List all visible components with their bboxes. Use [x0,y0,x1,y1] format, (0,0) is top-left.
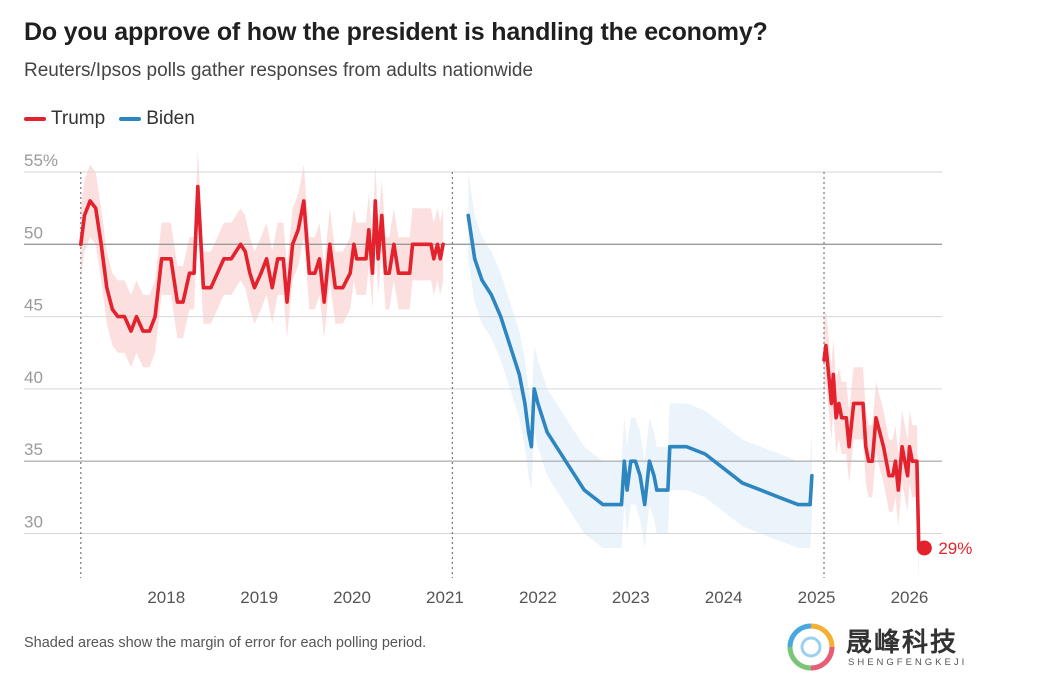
chart-subtitle: Reuters/Ipsos polls gather responses fro… [24,60,534,81]
series-line-biden-1 [466,213,814,507]
legend-swatch-trump [24,117,46,121]
x-tick-label-2023: 2023 [612,588,650,607]
y-tick-label-50: 50 [24,223,43,242]
series-band-biden-1 [468,172,812,548]
y-tick-label-30: 30 [24,513,43,532]
watermark-en: SHENGFENGKEJI [848,657,968,668]
latest-value-dot [916,540,932,556]
chart-title: Do you approve of how the president is h… [24,18,768,46]
y-tick-label-45: 45 [24,296,43,315]
x-tick-label-2026: 2026 [891,588,929,607]
y-tick-label-55: 55% [24,151,58,170]
x-tick-label-2022: 2022 [519,588,557,607]
series-band-trump-0 [80,150,444,368]
watermark-cn: 晟峰科技 [846,628,959,658]
legend-item-biden: Biden [119,108,195,130]
series-line-trump-2 [822,343,921,550]
watermark: 晟峰科技 SHENGFENGKEJI [786,620,986,672]
series-band-trump-2 [824,309,919,585]
series-line-trump-0 [79,184,445,333]
y-tick-label-40: 40 [24,368,43,387]
x-tick-label-2025: 2025 [798,588,836,607]
x-tick-label-2018: 2018 [147,588,185,607]
legend-item-trump: Trump [24,108,105,130]
y-tick-label-35: 35 [24,440,43,459]
x-tick-label-2021: 2021 [426,588,464,607]
legend: Trump Biden [24,108,209,130]
legend-label-trump: Trump [51,108,106,129]
legend-swatch-biden [119,117,142,121]
watermark-logo-icon [787,623,835,671]
latest-value-label: 29% [938,539,972,558]
x-tick-label-2024: 2024 [705,588,743,607]
legend-label-biden: Biden [146,108,195,129]
x-tick-label-2020: 2020 [333,588,371,607]
footnote: Shaded areas show the margin of error fo… [24,635,427,651]
x-tick-label-2019: 2019 [240,588,278,607]
